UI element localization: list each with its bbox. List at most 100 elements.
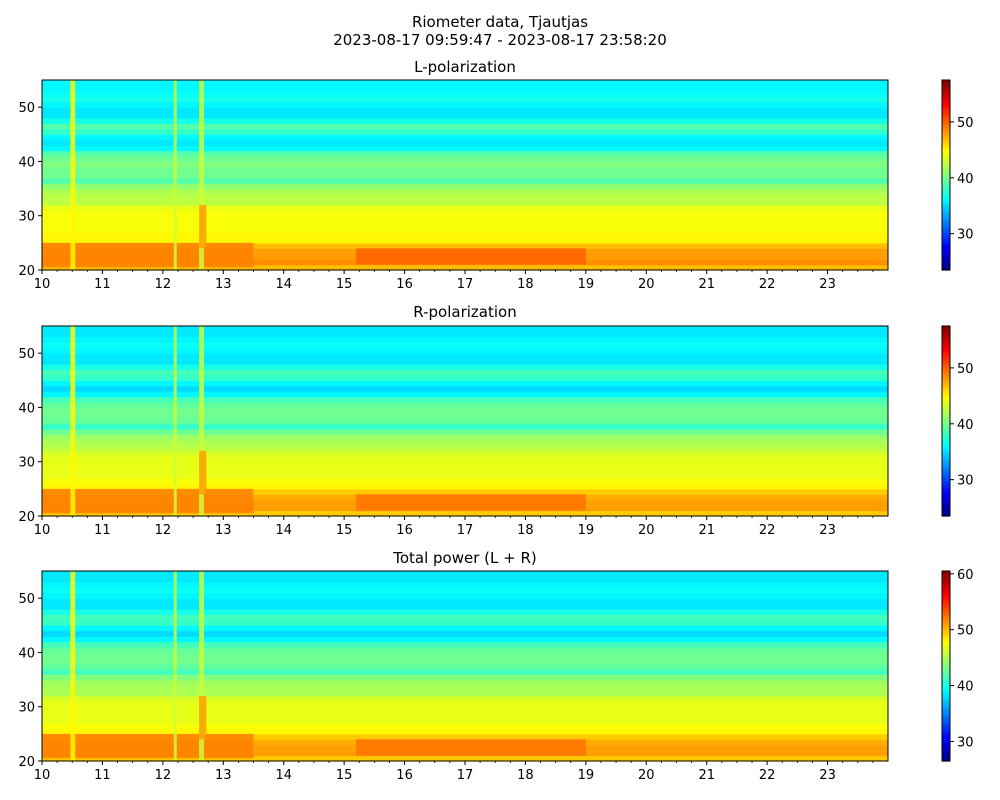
x-tick-label: 18 <box>517 768 534 783</box>
colorbar-segment <box>942 688 950 692</box>
colorbar-segment <box>942 500 950 504</box>
heatmap-row <box>42 450 888 457</box>
heatmap-feature <box>70 571 76 761</box>
heatmap-row <box>42 717 888 724</box>
x-tick-label: 21 <box>698 277 715 292</box>
colorbar-segment <box>942 459 950 463</box>
heatmap-row <box>42 199 888 206</box>
colorbar-segment <box>942 341 950 346</box>
x-tick-label: 17 <box>457 768 474 783</box>
y-tick-label: 30 <box>18 210 35 225</box>
heatmap-row <box>42 118 888 125</box>
x-tick-label: 13 <box>215 277 232 292</box>
x-tick-label: 23 <box>819 768 836 783</box>
colorbar-segment <box>942 729 950 734</box>
heatmap-row <box>42 728 888 735</box>
colorbar-segment <box>942 583 950 588</box>
colorbar-segment <box>942 487 950 492</box>
heatmap-row <box>42 614 888 621</box>
heatmap-row <box>42 652 888 659</box>
heatmap-row <box>42 429 888 436</box>
x-axis: 10 11 12 13 14 15 16 17 18 19 20 21 22 23 <box>34 270 874 292</box>
heatmap-row <box>42 336 888 343</box>
colorbar-segment <box>942 360 950 365</box>
colorbar-segment <box>942 605 950 610</box>
colorbar-segment <box>942 643 950 648</box>
colorbar-segment <box>942 86 950 91</box>
colorbar-segment <box>942 228 950 233</box>
colorbar-segment <box>942 602 950 607</box>
y-tick-label: 20 <box>18 264 35 279</box>
colorbar-segment <box>942 599 950 604</box>
heatmap-row <box>42 733 888 740</box>
heatmap-row <box>42 685 888 692</box>
x-tick-label: 22 <box>759 523 776 538</box>
heatmap-row <box>42 139 888 146</box>
colorbar-segment <box>942 260 950 265</box>
colorbar-segment <box>942 351 950 356</box>
colorbar-segment <box>942 105 950 110</box>
colorbar-segment <box>942 669 950 673</box>
colorbar-segment <box>942 742 950 746</box>
colorbar-segment <box>942 137 950 141</box>
colorbar-segment <box>942 647 950 651</box>
colorbar-segment <box>942 114 950 119</box>
x-tick-label: 15 <box>336 523 353 538</box>
colorbar-segment <box>942 596 950 601</box>
x-tick-label: 19 <box>578 768 595 783</box>
heatmap-row <box>42 172 888 179</box>
heatmap-row <box>42 183 888 190</box>
heatmap-feature <box>70 326 76 516</box>
heatmap-row <box>42 723 888 730</box>
heatmap-row <box>42 90 888 97</box>
colorbar-segment <box>942 640 950 645</box>
colorbar-segment <box>942 171 950 176</box>
colorbar-segment <box>942 653 950 658</box>
colorbar-segment <box>942 206 950 211</box>
heatmap-row <box>42 242 888 249</box>
heatmap-row <box>42 587 888 594</box>
colorbar-segment <box>942 478 950 482</box>
colorbar-tick-label: 30 <box>957 735 974 750</box>
colorbar-segment <box>942 241 950 246</box>
colorbar-segment <box>942 379 950 384</box>
heatmap-row <box>42 210 888 217</box>
figure-title-line1: Riometer data, Tjautjas <box>412 13 588 31</box>
heatmap-feature <box>199 326 204 516</box>
colorbar-segment <box>942 748 950 753</box>
colorbar-segment <box>942 704 950 708</box>
colorbar-segment <box>942 574 950 578</box>
heatmap-row <box>42 619 888 626</box>
colorbar-segment <box>942 95 950 100</box>
y-tick-label: 20 <box>18 755 35 770</box>
heatmap-row <box>42 380 888 387</box>
y-tick-label: 40 <box>18 646 35 661</box>
heatmap-row <box>42 576 888 583</box>
colorbar-segment <box>942 666 950 670</box>
heatmap-row <box>42 347 888 354</box>
colorbar-segment <box>942 430 950 435</box>
heatmap-row <box>42 456 888 463</box>
colorbar-tick-label: 40 <box>957 680 974 695</box>
colorbar-segment <box>942 656 950 661</box>
colorbar-segment <box>942 266 950 271</box>
colorbar-segment <box>942 732 950 737</box>
x-tick-label: 19 <box>578 277 595 292</box>
x-tick-label: 12 <box>155 768 172 783</box>
colorbar-segment <box>942 719 950 724</box>
colorbar-segment <box>942 181 950 186</box>
heatmap-row <box>42 472 888 479</box>
heatmap-row <box>42 571 888 578</box>
colorbar-segment <box>942 329 950 333</box>
colorbar-segment <box>942 446 950 451</box>
heatmap-row <box>42 663 888 670</box>
colorbar-segment <box>942 370 950 375</box>
y-axis: 20 30 40 50 <box>18 592 42 770</box>
colorbar-segment <box>942 726 950 730</box>
colorbar-segment <box>942 108 950 113</box>
x-tick-label: 13 <box>215 768 232 783</box>
y-tick-label: 20 <box>18 510 35 525</box>
colorbar-segment <box>942 716 950 721</box>
colorbar-segment <box>942 216 950 220</box>
heatmap-row <box>42 385 888 392</box>
